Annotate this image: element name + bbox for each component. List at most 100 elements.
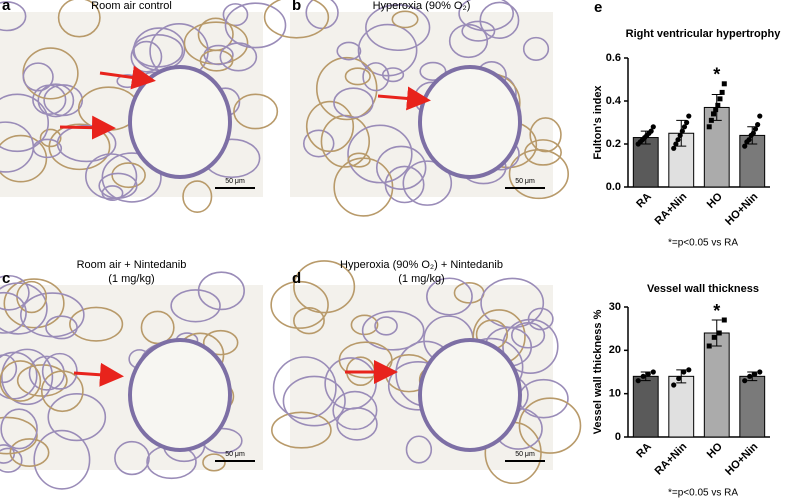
data-point bbox=[757, 113, 763, 119]
alveolus bbox=[114, 440, 150, 476]
arrow bbox=[377, 86, 431, 111]
alveolus bbox=[263, 0, 330, 39]
data-point bbox=[677, 132, 683, 138]
alveolus bbox=[9, 438, 50, 467]
alveolus bbox=[0, 134, 48, 183]
y-tick-label: 10 bbox=[609, 388, 621, 400]
y-tick-label: 0.6 bbox=[606, 52, 621, 64]
arrow bbox=[73, 362, 124, 387]
alveolus bbox=[374, 316, 398, 336]
data-point bbox=[684, 119, 690, 126]
panel-caption: (1 mg/kg) bbox=[398, 273, 444, 285]
alveolus bbox=[510, 321, 546, 349]
alveolus bbox=[219, 42, 258, 72]
alveolus bbox=[3, 278, 65, 329]
data-point bbox=[686, 113, 692, 119]
y-tick-label: 0.0 bbox=[606, 181, 621, 193]
data-point bbox=[648, 128, 654, 134]
alveolus bbox=[402, 160, 453, 206]
alveolus bbox=[448, 23, 489, 59]
significance-marker: * bbox=[713, 301, 720, 321]
alveolus bbox=[101, 152, 162, 203]
alveolus bbox=[270, 280, 329, 329]
data-point bbox=[706, 343, 712, 349]
alveolus bbox=[199, 49, 234, 72]
significance-marker: * bbox=[713, 65, 720, 85]
data-point bbox=[681, 124, 688, 130]
panel-label: a bbox=[2, 0, 11, 14]
alveolus bbox=[0, 282, 48, 335]
alveolus bbox=[272, 356, 337, 420]
alveolus bbox=[527, 307, 554, 331]
alveolus bbox=[305, 0, 339, 30]
x-tick-label: RA+Nin bbox=[653, 190, 690, 227]
alveolus bbox=[524, 139, 562, 166]
data-point bbox=[676, 375, 682, 382]
alveolus bbox=[0, 447, 23, 473]
data-point bbox=[742, 378, 748, 384]
alveolus bbox=[22, 62, 54, 92]
alveolus bbox=[461, 20, 496, 42]
alveolus bbox=[182, 180, 213, 213]
alveolus bbox=[45, 315, 78, 340]
alveolus bbox=[502, 318, 559, 375]
vessel bbox=[128, 65, 232, 179]
data-point bbox=[675, 137, 681, 143]
alveolus bbox=[0, 121, 35, 173]
alveolus bbox=[282, 375, 346, 427]
alveolus bbox=[224, 2, 287, 49]
data-point bbox=[681, 369, 687, 375]
vessel bbox=[418, 65, 522, 179]
vessel bbox=[128, 338, 232, 452]
alveolus bbox=[0, 291, 27, 334]
alveolus bbox=[111, 162, 146, 189]
alveolus bbox=[419, 61, 447, 81]
y-tick-label: 30 bbox=[609, 301, 621, 313]
alveolus bbox=[202, 329, 239, 356]
x-tick-label: RA+Nin bbox=[653, 440, 690, 477]
alveolus bbox=[362, 62, 390, 92]
alveolus bbox=[33, 429, 91, 490]
data-point bbox=[711, 111, 717, 117]
data-point bbox=[721, 317, 727, 323]
alveolus bbox=[0, 416, 38, 455]
x-tick-label: HO bbox=[705, 440, 725, 460]
x-tick-label: RA bbox=[634, 191, 654, 211]
y-tick-label: 0 bbox=[615, 431, 621, 443]
data-point bbox=[719, 89, 725, 95]
data-point bbox=[713, 107, 719, 113]
alveolus bbox=[336, 41, 362, 61]
data-point bbox=[742, 143, 748, 149]
micrograph bbox=[0, 0, 287, 213]
alveolus bbox=[57, 0, 101, 38]
data-point bbox=[635, 378, 641, 384]
alveolus bbox=[305, 100, 355, 153]
x-tick-label: HO bbox=[705, 190, 725, 210]
y-axis-label: Fulton's index bbox=[592, 85, 604, 160]
scale-label: 50 μm bbox=[225, 178, 245, 185]
panel-label: e bbox=[594, 0, 602, 16]
y-tick-label: 0.4 bbox=[606, 95, 622, 107]
alveolus bbox=[293, 260, 356, 314]
y-tick-label: 20 bbox=[609, 344, 621, 356]
micrograph bbox=[0, 271, 263, 490]
data-point bbox=[747, 373, 753, 379]
alveolus bbox=[479, 1, 520, 39]
alveolus bbox=[47, 392, 107, 442]
data-point bbox=[752, 371, 758, 377]
alveolus bbox=[315, 56, 378, 121]
alveolus bbox=[98, 172, 138, 199]
vessel bbox=[418, 338, 522, 452]
data-point bbox=[708, 117, 714, 123]
scale-label: 50 μm bbox=[515, 178, 535, 185]
alveolus bbox=[69, 306, 124, 342]
alveolus bbox=[375, 145, 427, 190]
data-point bbox=[755, 122, 761, 128]
y-tick-label: 0.2 bbox=[606, 138, 621, 150]
panel-caption: Room air + Nintedanib bbox=[77, 259, 187, 271]
bar bbox=[739, 375, 766, 438]
data-point bbox=[717, 96, 723, 102]
x-tick-label: HO+Nin bbox=[723, 191, 760, 228]
alveolus bbox=[0, 360, 42, 402]
